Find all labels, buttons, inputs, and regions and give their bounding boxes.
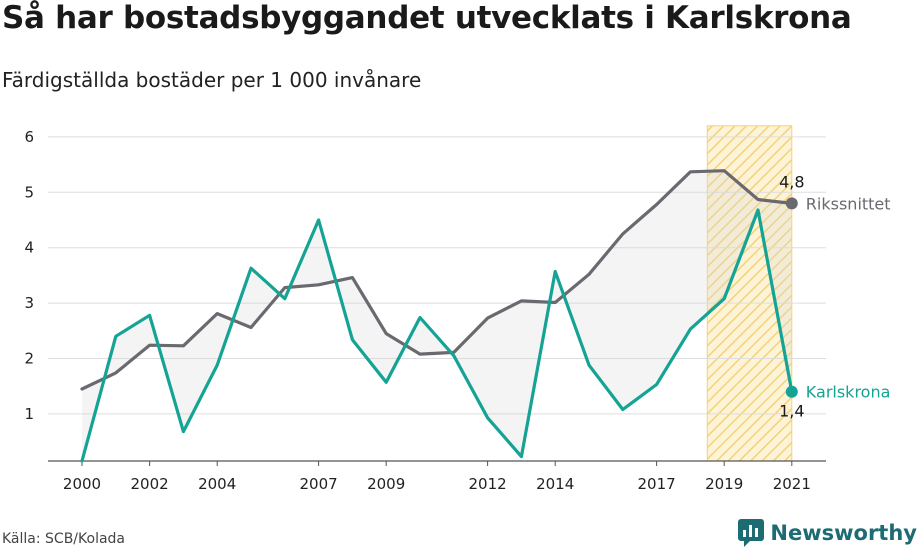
x-tick-label: 2009	[367, 475, 405, 493]
series-line-rikssnittet	[80, 169, 794, 391]
x-tick-label: 2007	[300, 475, 338, 493]
x-tick-label: 2000	[63, 475, 101, 493]
x-tick-label: 2004	[198, 475, 236, 493]
y-tick-label: 2	[24, 350, 34, 368]
y-tick-label: 4	[24, 239, 34, 257]
end-value-label: 1,4	[779, 402, 804, 421]
gap-area	[82, 170, 792, 461]
series-line-karlskrona	[80, 208, 794, 463]
x-tick-label: 2017	[638, 475, 676, 493]
source-note: Källa: SCB/Kolada	[2, 531, 126, 547]
x-tick-label: 2002	[131, 475, 169, 493]
y-tick-label: 6	[24, 128, 34, 146]
chart-title: Så har bostadsbyggandet utvecklats i Kar…	[2, 0, 852, 36]
y-tick-label: 1	[24, 405, 34, 423]
brand-logo: Newsworthy	[738, 519, 917, 547]
x-tick-label: 2021	[773, 475, 811, 493]
chart-subtitle: Färdigställda bostäder per 1 000 invånar…	[2, 68, 422, 92]
series-label-rikssnittet: Rikssnittet	[806, 194, 891, 213]
x-tick-label: 2014	[536, 475, 574, 493]
brand-name: Newsworthy	[770, 521, 917, 545]
end-value-label: 4,8	[779, 172, 804, 191]
end-point-rikssnittet	[785, 197, 798, 210]
y-tick-label: 3	[24, 294, 34, 312]
newsworthy-logo-icon	[738, 519, 765, 547]
x-tick-label: 2019	[705, 475, 743, 493]
series-label-karlskrona: Karlskrona	[806, 383, 891, 402]
x-tick-label: 2012	[469, 475, 507, 493]
y-tick-label: 5	[24, 183, 34, 201]
end-point-karlskrona	[785, 385, 798, 398]
